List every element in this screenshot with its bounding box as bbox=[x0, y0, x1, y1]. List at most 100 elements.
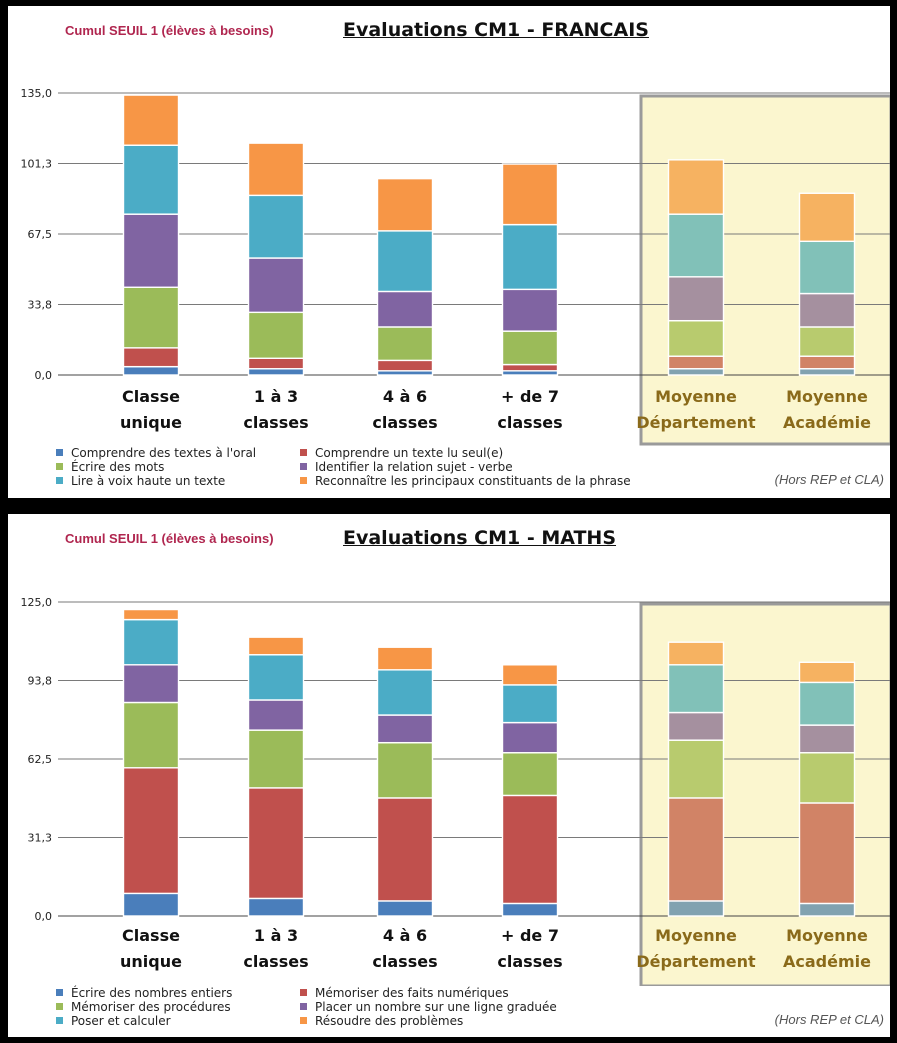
bar-segment bbox=[501, 288, 559, 332]
x-tick-label: classes bbox=[497, 952, 562, 971]
bar-segment bbox=[376, 714, 434, 744]
chart-note: (Hors REP et CLA) bbox=[774, 472, 884, 487]
bar-segment bbox=[501, 902, 559, 917]
bar-segment bbox=[798, 802, 856, 905]
bar-segment bbox=[798, 902, 856, 917]
bar-segment bbox=[247, 142, 305, 197]
legend-swatch bbox=[56, 1017, 63, 1024]
legend-label: Identifier la relation sujet - verbe bbox=[315, 460, 513, 474]
legend-swatch bbox=[300, 1003, 307, 1010]
bar-segment bbox=[247, 194, 305, 259]
x-tick-label: Académie bbox=[783, 952, 871, 971]
x-tick-label: + de 7 bbox=[501, 926, 559, 945]
x-tick-label: Académie bbox=[783, 413, 871, 432]
legend-item: Comprendre des textes à l'oral bbox=[56, 446, 256, 460]
y-tick-label: 0,0 bbox=[35, 369, 53, 382]
x-tick-label: Département bbox=[636, 952, 756, 971]
x-tick-label: classes bbox=[372, 413, 437, 432]
legend-item: Lire à voix haute un texte bbox=[56, 474, 225, 488]
legend-label: Comprendre un texte lu seul(e) bbox=[315, 446, 504, 460]
chart-note: (Hors REP et CLA) bbox=[774, 1012, 884, 1027]
bar-segment bbox=[247, 311, 305, 359]
bar-segment bbox=[798, 661, 856, 684]
chart-title: Evaluations CM1 - MATHS bbox=[343, 527, 617, 549]
bar-segment bbox=[376, 290, 434, 328]
bar-segment bbox=[247, 787, 305, 900]
legend-label: Écrire des mots bbox=[71, 460, 165, 474]
bar-segment bbox=[376, 900, 434, 917]
bar-segment bbox=[798, 368, 856, 376]
legend-label: Placer un nombre sur une ligne graduée bbox=[315, 1000, 557, 1014]
x-tick-label: Moyenne bbox=[655, 926, 737, 945]
y-tick-label: 125,0 bbox=[21, 596, 53, 609]
chart-panel-maths: Cumul SEUIL 1 (élèves à besoins) Evaluat… bbox=[8, 514, 890, 1037]
bar-segment bbox=[122, 347, 180, 368]
bar-segment bbox=[667, 900, 725, 917]
y-tick-label: 135,0 bbox=[21, 87, 53, 100]
bar-segment bbox=[501, 330, 559, 366]
bar-segment bbox=[798, 752, 856, 804]
bar-segment bbox=[247, 654, 305, 701]
bar-segment bbox=[667, 213, 725, 278]
legend-label: Résoudre des problèmes bbox=[315, 1014, 464, 1028]
bar-segment bbox=[798, 192, 856, 243]
legend-swatch bbox=[56, 477, 63, 484]
x-tick-label: Moyenne bbox=[655, 387, 737, 406]
legend-swatch bbox=[300, 449, 307, 456]
bar-segment bbox=[667, 355, 725, 370]
bar-segment bbox=[122, 365, 180, 376]
legend-label: Écrire des nombres entiers bbox=[71, 986, 233, 1000]
legend-swatch bbox=[300, 477, 307, 484]
bar-segment bbox=[247, 636, 305, 656]
bar-segment bbox=[798, 355, 856, 370]
x-tick-label: 1 à 3 bbox=[254, 387, 298, 406]
bar-segment bbox=[667, 319, 725, 357]
bar-segment bbox=[376, 230, 434, 293]
x-tick-label: Département bbox=[636, 413, 756, 432]
bar-segment bbox=[667, 368, 725, 376]
bar-segment bbox=[667, 159, 725, 215]
bar-segment bbox=[798, 326, 856, 357]
bar-segment bbox=[247, 729, 305, 789]
x-tick-label: Moyenne bbox=[786, 926, 868, 945]
x-tick-label: + de 7 bbox=[501, 387, 559, 406]
x-tick-label: Classe bbox=[122, 926, 180, 945]
legend-item: Résoudre des problèmes bbox=[300, 1014, 463, 1028]
chart-plot-maths: 0,0 31,3 62,5 93,8 125,0 Classe unique 1 à 3 cla… bbox=[21, 596, 890, 986]
bar-segment bbox=[122, 892, 180, 917]
bar-segment bbox=[376, 326, 434, 362]
x-tick-label: classes bbox=[372, 952, 437, 971]
y-tick-label: 101,3 bbox=[21, 158, 53, 171]
bar-segment bbox=[667, 664, 725, 714]
y-tick-label: 31,3 bbox=[28, 832, 53, 845]
bar-segment bbox=[247, 368, 305, 376]
bar-segment bbox=[667, 797, 725, 902]
chart-title: Evaluations CM1 - FRANCAIS bbox=[343, 19, 649, 41]
legend-item: Reconnaître les principaux constituants … bbox=[300, 474, 631, 488]
y-tick-label: 93,8 bbox=[28, 675, 53, 688]
legend-swatch bbox=[300, 1017, 307, 1024]
bar-segment bbox=[667, 711, 725, 741]
bar-segment bbox=[122, 618, 180, 666]
legend-swatch bbox=[56, 1003, 63, 1010]
legend-item: Mémoriser des faits numériques bbox=[300, 986, 509, 1000]
legend-label: Poser et calculer bbox=[71, 1014, 171, 1028]
legend-item: Écrire des nombres entiers bbox=[56, 986, 232, 1000]
y-tick-label: 67,5 bbox=[28, 228, 53, 241]
bar-segment bbox=[667, 641, 725, 666]
bar-segment bbox=[501, 223, 559, 291]
x-tick-label: Classe bbox=[122, 387, 180, 406]
bar-segment bbox=[247, 699, 305, 731]
bar-segment bbox=[376, 177, 434, 232]
bar-segment bbox=[798, 240, 856, 295]
bar-segment bbox=[122, 213, 180, 288]
x-tick-label: 4 à 6 bbox=[383, 387, 427, 406]
bar-segment bbox=[501, 664, 559, 686]
legend-swatch bbox=[300, 463, 307, 470]
legend-label: Lire à voix haute un texte bbox=[71, 474, 226, 488]
bar-segment bbox=[501, 752, 559, 797]
legend-label: Mémoriser des procédures bbox=[71, 1000, 231, 1014]
x-tick-label: Moyenne bbox=[786, 387, 868, 406]
bar-segment bbox=[376, 741, 434, 799]
chart-subtitle: Cumul SEUIL 1 (élèves à besoins) bbox=[65, 531, 274, 546]
